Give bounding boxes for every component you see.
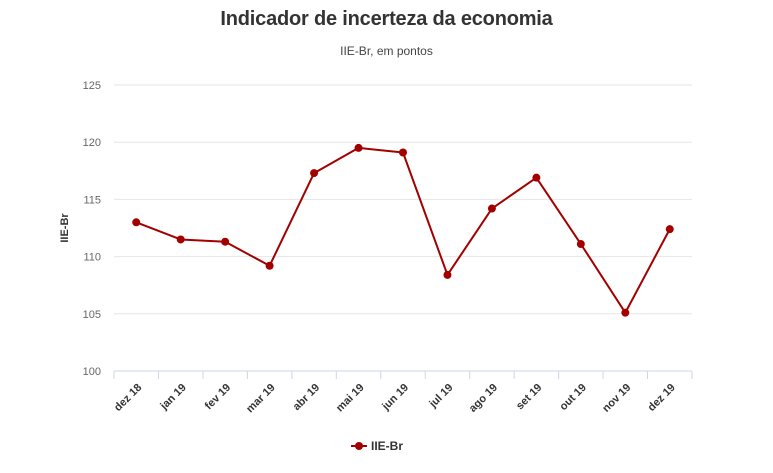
- legend-dot-marker: [355, 442, 363, 450]
- data-point[interactable]: [487, 204, 496, 213]
- x-tick-label: jul 19: [427, 382, 456, 411]
- chart-title: Indicador de incerteza da economia: [220, 8, 553, 30]
- y-tick-label: 100: [83, 366, 101, 378]
- y-tick-label: 110: [83, 252, 101, 264]
- y-tick-label: 120: [83, 137, 101, 149]
- x-axis: dez 18 jan 19 fev 19 mar 19 abr 19 mai 19 jun …: [112, 370, 693, 416]
- data-point[interactable]: [665, 225, 674, 234]
- x-tick-label: ago 19: [467, 382, 500, 415]
- legend[interactable]: IIE-Br: [351, 439, 403, 453]
- gridlines: [114, 84, 692, 315]
- x-tick-label: out 19: [558, 382, 589, 413]
- x-tick-label: nov 19: [600, 382, 633, 415]
- data-point[interactable]: [399, 148, 407, 157]
- x-tick-label: jun 19: [379, 382, 411, 414]
- y-tick-label: 105: [83, 309, 101, 321]
- data-point[interactable]: [265, 261, 274, 270]
- data-point[interactable]: [310, 169, 319, 178]
- data-point[interactable]: [576, 240, 585, 249]
- x-tick-label: dez 19: [646, 382, 678, 414]
- y-axis: 100 105 110 115 120 125: [83, 80, 101, 378]
- data-point[interactable]: [621, 308, 630, 317]
- x-tick-label: mar 19: [244, 382, 278, 416]
- x-tick-label: abr 19: [291, 382, 322, 413]
- x-tick-label: fev 19: [203, 382, 234, 413]
- data-point[interactable]: [221, 237, 230, 246]
- data-point[interactable]: [443, 270, 452, 279]
- y-tick-label: 115: [83, 194, 101, 206]
- x-tick-label: jan 19: [158, 382, 189, 413]
- y-axis-title: IIE-Br: [59, 213, 71, 243]
- legend-label[interactable]: IIE-Br: [371, 439, 403, 453]
- data-point[interactable]: [176, 235, 185, 244]
- data-point[interactable]: [354, 143, 363, 152]
- chart-subtitle: IIE-Br, em pontos: [340, 44, 433, 58]
- data-point[interactable]: [132, 218, 141, 227]
- x-tick-label: mai 19: [334, 382, 367, 415]
- x-tick-label: set 19: [514, 382, 545, 413]
- series-layer: [132, 143, 674, 317]
- data-point[interactable]: [532, 173, 541, 182]
- y-tick-label: 125: [83, 80, 101, 92]
- series-line: [135, 146, 671, 314]
- x-tick-label: dez 18: [112, 382, 144, 414]
